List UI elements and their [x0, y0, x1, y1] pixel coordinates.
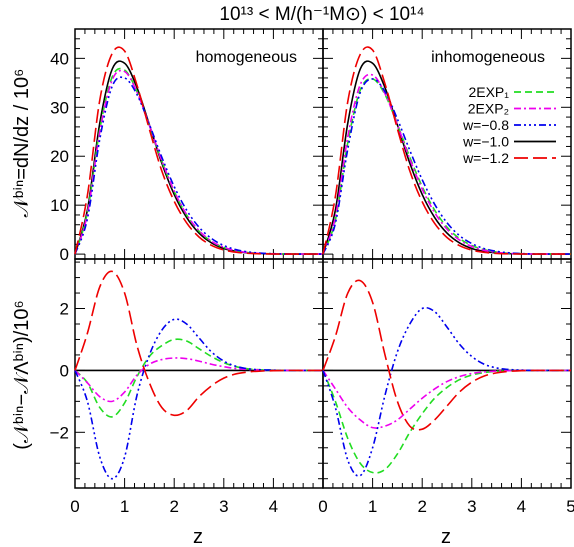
x-tick-label: 3 — [467, 497, 476, 516]
series-line — [74, 69, 323, 255]
panel-top-left: 0 10 20 30 40 homogeneous — [50, 28, 324, 264]
panel-label: homogeneous — [196, 49, 297, 66]
series-line — [322, 46, 571, 255]
y-tick-label: 20 — [50, 147, 69, 166]
series-line — [74, 60, 323, 255]
x-tick-label: 0 — [318, 497, 327, 516]
series-line — [322, 78, 571, 255]
series-line — [322, 369, 571, 429]
panel-bottom-left: −2 0 2 0 1 2 3 4 — [50, 258, 324, 516]
x-tick-label: 0 — [70, 497, 79, 516]
x-tick-label: 3 — [219, 497, 228, 516]
series-line — [322, 369, 571, 474]
series-line — [74, 357, 323, 403]
x-tick-label: 5 — [566, 497, 574, 516]
y-tick-label: 2 — [60, 300, 69, 319]
plot-frame — [74, 258, 324, 489]
legend-label: 2EXP₂ — [468, 101, 509, 117]
series-line — [74, 76, 323, 255]
figure-title: 10¹³ < M/(h⁻¹M⊙) < 10¹⁴ — [219, 4, 424, 25]
y-tick-label: 0 — [60, 245, 69, 264]
x-tick-label: 2 — [169, 497, 178, 516]
series-line — [74, 338, 323, 418]
panel-bottom-right: 0 1 2 3 4 5 — [318, 258, 574, 516]
y-tick-label: 40 — [50, 49, 69, 68]
series-line — [74, 318, 323, 480]
y-axis-title-bottom: (𝒩ᵇⁱⁿ−𝒩Λᵇⁱⁿ)/10⁶ — [11, 300, 33, 450]
x-tick-label: 1 — [368, 497, 377, 516]
x-tick-label: 4 — [269, 497, 278, 516]
legend-label: w=−1.0 — [462, 134, 509, 150]
x-axis-title-right: z — [441, 526, 451, 547]
x-tick-label: 1 — [120, 497, 129, 516]
x-tick-label: 2 — [417, 497, 426, 516]
series-line — [322, 77, 571, 255]
y-tick-label: 0 — [60, 361, 69, 380]
legend-label: 2EXP₁ — [468, 84, 509, 100]
y-tick-label: 10 — [50, 196, 69, 215]
x-axis-title-left: z — [193, 526, 203, 547]
y-axis-title-top: 𝒩ᵇⁱⁿ=dN/dz / 10⁶ — [11, 69, 33, 218]
series-line — [322, 73, 571, 255]
x-tick-label: 4 — [517, 497, 526, 516]
series-line — [322, 306, 571, 477]
series-line — [74, 270, 323, 417]
series-line — [322, 279, 571, 431]
panel-label: inhomogeneous — [431, 49, 545, 66]
series-line — [74, 46, 323, 255]
legend-label: w=−1.2 — [462, 150, 509, 166]
legend-label: w=−0.8 — [462, 117, 509, 133]
panel-top-right: inhomogeneous — [322, 28, 572, 260]
y-tick-label: 30 — [50, 98, 69, 117]
plot-frame — [322, 258, 572, 489]
y-tick-label: −2 — [50, 423, 69, 442]
